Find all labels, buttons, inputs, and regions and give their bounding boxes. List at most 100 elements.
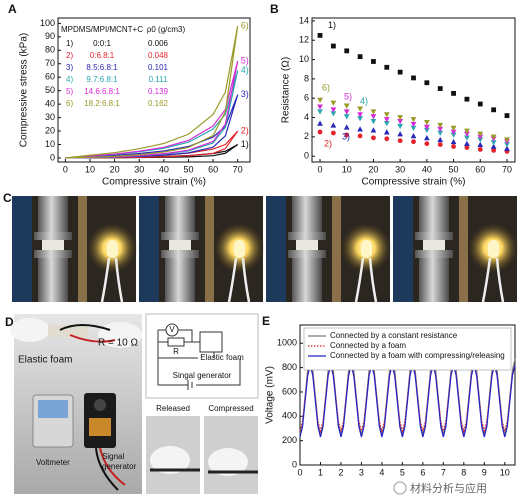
marker — [317, 109, 323, 115]
marker — [410, 121, 417, 128]
marker — [450, 125, 457, 132]
y-tick-label: 40 — [45, 99, 55, 109]
legend-row-density: 0.101 — [148, 63, 169, 72]
panel-label: E — [262, 314, 270, 328]
legend-label: Connected by a constant resistance — [330, 331, 458, 340]
marker — [437, 86, 443, 91]
x-tick-label: 3 — [359, 467, 364, 477]
marker — [344, 48, 350, 54]
marker — [330, 122, 337, 128]
marker — [383, 120, 390, 127]
marker — [450, 132, 457, 138]
marker — [343, 109, 350, 115]
legend-label: Connected by a foam with compressing/rel… — [330, 351, 505, 360]
legend-row-ratio: 9.7:6.8:1 — [86, 75, 118, 84]
x-tick-label: 10 — [342, 164, 352, 174]
setup-photo — [10, 314, 142, 494]
series-line — [65, 25, 239, 159]
marker — [410, 125, 417, 132]
y-tick-label: 80 — [45, 45, 55, 55]
marker — [344, 132, 350, 138]
x-tick-label: 40 — [159, 164, 169, 174]
marker — [383, 129, 390, 135]
marker — [423, 119, 430, 126]
marker — [464, 128, 470, 134]
x-tick-label: 50 — [183, 164, 193, 174]
marker — [343, 103, 350, 109]
marker — [357, 112, 363, 118]
photo-label: Signal — [102, 452, 124, 461]
marker — [464, 131, 470, 137]
marker — [490, 140, 497, 146]
marker — [330, 100, 337, 106]
marker — [451, 144, 456, 149]
x-tick-label: 0 — [318, 164, 323, 174]
y-tick-label: 100 — [40, 18, 55, 28]
marker — [370, 127, 377, 133]
photo — [391, 194, 521, 304]
marker — [477, 137, 484, 143]
photo — [264, 194, 394, 304]
legend-box — [303, 327, 512, 371]
marker — [477, 101, 483, 107]
y-tick-label: 200 — [282, 435, 297, 445]
y-tick-label: 20 — [45, 125, 55, 135]
marker — [464, 96, 470, 102]
marker — [357, 126, 363, 132]
x-tick-label: 30 — [134, 164, 144, 174]
marker — [383, 117, 390, 123]
marker — [317, 97, 323, 104]
marker — [370, 109, 377, 115]
marker — [504, 145, 510, 151]
x-tick-label: 0 — [297, 467, 302, 477]
series-label: 3) — [342, 132, 350, 142]
y-tick-label: 6 — [304, 93, 309, 103]
circuit-diagram — [145, 313, 259, 399]
marker — [317, 104, 323, 110]
series-label: 1) — [328, 20, 336, 30]
x-tick-label: 0 — [63, 164, 68, 174]
series-line — [65, 60, 239, 159]
y-tick-label: 14 — [299, 15, 309, 25]
legend-row-ratio: 14.6:6.8:1 — [84, 87, 120, 96]
marker — [357, 54, 363, 60]
y-tick-label: 50 — [45, 85, 55, 95]
marker — [410, 133, 417, 139]
legend-row-name: 4) — [66, 75, 73, 84]
x-tick-label: 8 — [461, 467, 466, 477]
legend-row-density: 0.006 — [148, 39, 169, 48]
circuit-label: V — [169, 325, 175, 334]
marker — [343, 124, 350, 130]
legend-row-ratio: 8.5:6.8:1 — [86, 63, 118, 72]
x-tick-label: 20 — [368, 164, 378, 174]
y-tick-label: 600 — [282, 386, 297, 396]
marker — [411, 139, 416, 145]
marker — [464, 135, 470, 141]
y-tick-label: 90 — [45, 31, 55, 41]
y-tick-label: 8 — [304, 73, 309, 83]
marker — [464, 145, 470, 150]
panel-label: B — [270, 2, 279, 16]
y-tick-label: 1000 — [277, 338, 297, 348]
y-tick-label: 10 — [45, 139, 55, 149]
x-tick-label: 7 — [441, 467, 446, 477]
marker — [397, 131, 404, 137]
y-tick-label: 2 — [304, 131, 309, 141]
marker — [437, 142, 443, 148]
marker — [397, 138, 403, 144]
series-label: 6) — [322, 83, 330, 93]
marker — [330, 107, 337, 113]
x-tick-label: 1 — [318, 467, 323, 477]
series-label: 1) — [241, 139, 249, 149]
circuit-label: Elastic foam — [200, 353, 244, 362]
y-tick-label: 12 — [299, 35, 309, 45]
legend-row-name: 1) — [66, 39, 73, 48]
photo-label: generator — [102, 462, 137, 471]
marker — [437, 136, 444, 143]
legend-row-ratio: 0:6.8:1 — [90, 51, 115, 60]
x-tick-label: 70 — [502, 164, 512, 174]
legend-row-density: 0.111 — [149, 75, 168, 84]
legend-row-density: 0.162 — [148, 99, 169, 108]
series-line — [299, 365, 516, 438]
